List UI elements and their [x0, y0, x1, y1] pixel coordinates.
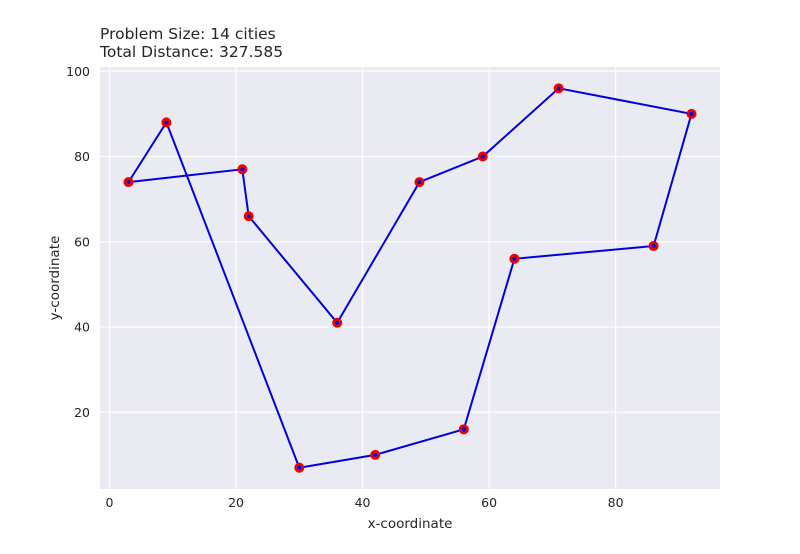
y-tick-label: 60 — [74, 234, 90, 249]
y-tick-label: 100 — [66, 64, 90, 79]
x-tick-label: 80 — [608, 495, 624, 510]
route-vertex — [246, 214, 251, 219]
route-vertex — [297, 465, 302, 470]
x-tick-label: 60 — [481, 495, 497, 510]
grid-lines — [100, 67, 720, 489]
route-vertex — [373, 452, 378, 457]
route-vertex — [164, 120, 169, 125]
plot-area — [100, 67, 720, 489]
x-tick-label: 20 — [228, 495, 244, 510]
chart-title-total-distance: Total Distance: 327.585 — [100, 43, 284, 61]
city-markers — [123, 83, 697, 473]
y-tick-label: 80 — [74, 149, 90, 164]
chart-title-problem-size: Problem Size: 14 cities — [100, 25, 276, 43]
route-vertex — [126, 180, 131, 185]
route-vertex — [461, 427, 466, 432]
route-vertex — [240, 167, 245, 172]
route-vertex — [651, 244, 656, 249]
route-vertex — [417, 180, 422, 185]
route-vertex — [335, 320, 340, 325]
x-axis-label: x-coordinate — [368, 516, 453, 532]
route-vertex — [512, 256, 517, 261]
x-tick-label: 0 — [106, 495, 114, 510]
y-axis-ticks: 20 40 60 80 100 — [66, 64, 90, 420]
x-axis-ticks: 0 20 40 60 80 — [106, 495, 624, 510]
x-tick-label: 40 — [355, 495, 371, 510]
y-tick-label: 40 — [74, 320, 90, 335]
route-vertex — [556, 86, 561, 91]
y-axis-label: y-coordinate — [47, 236, 63, 321]
route-vertex — [480, 154, 485, 159]
y-tick-label: 20 — [74, 405, 90, 420]
route-vertex — [689, 111, 694, 116]
